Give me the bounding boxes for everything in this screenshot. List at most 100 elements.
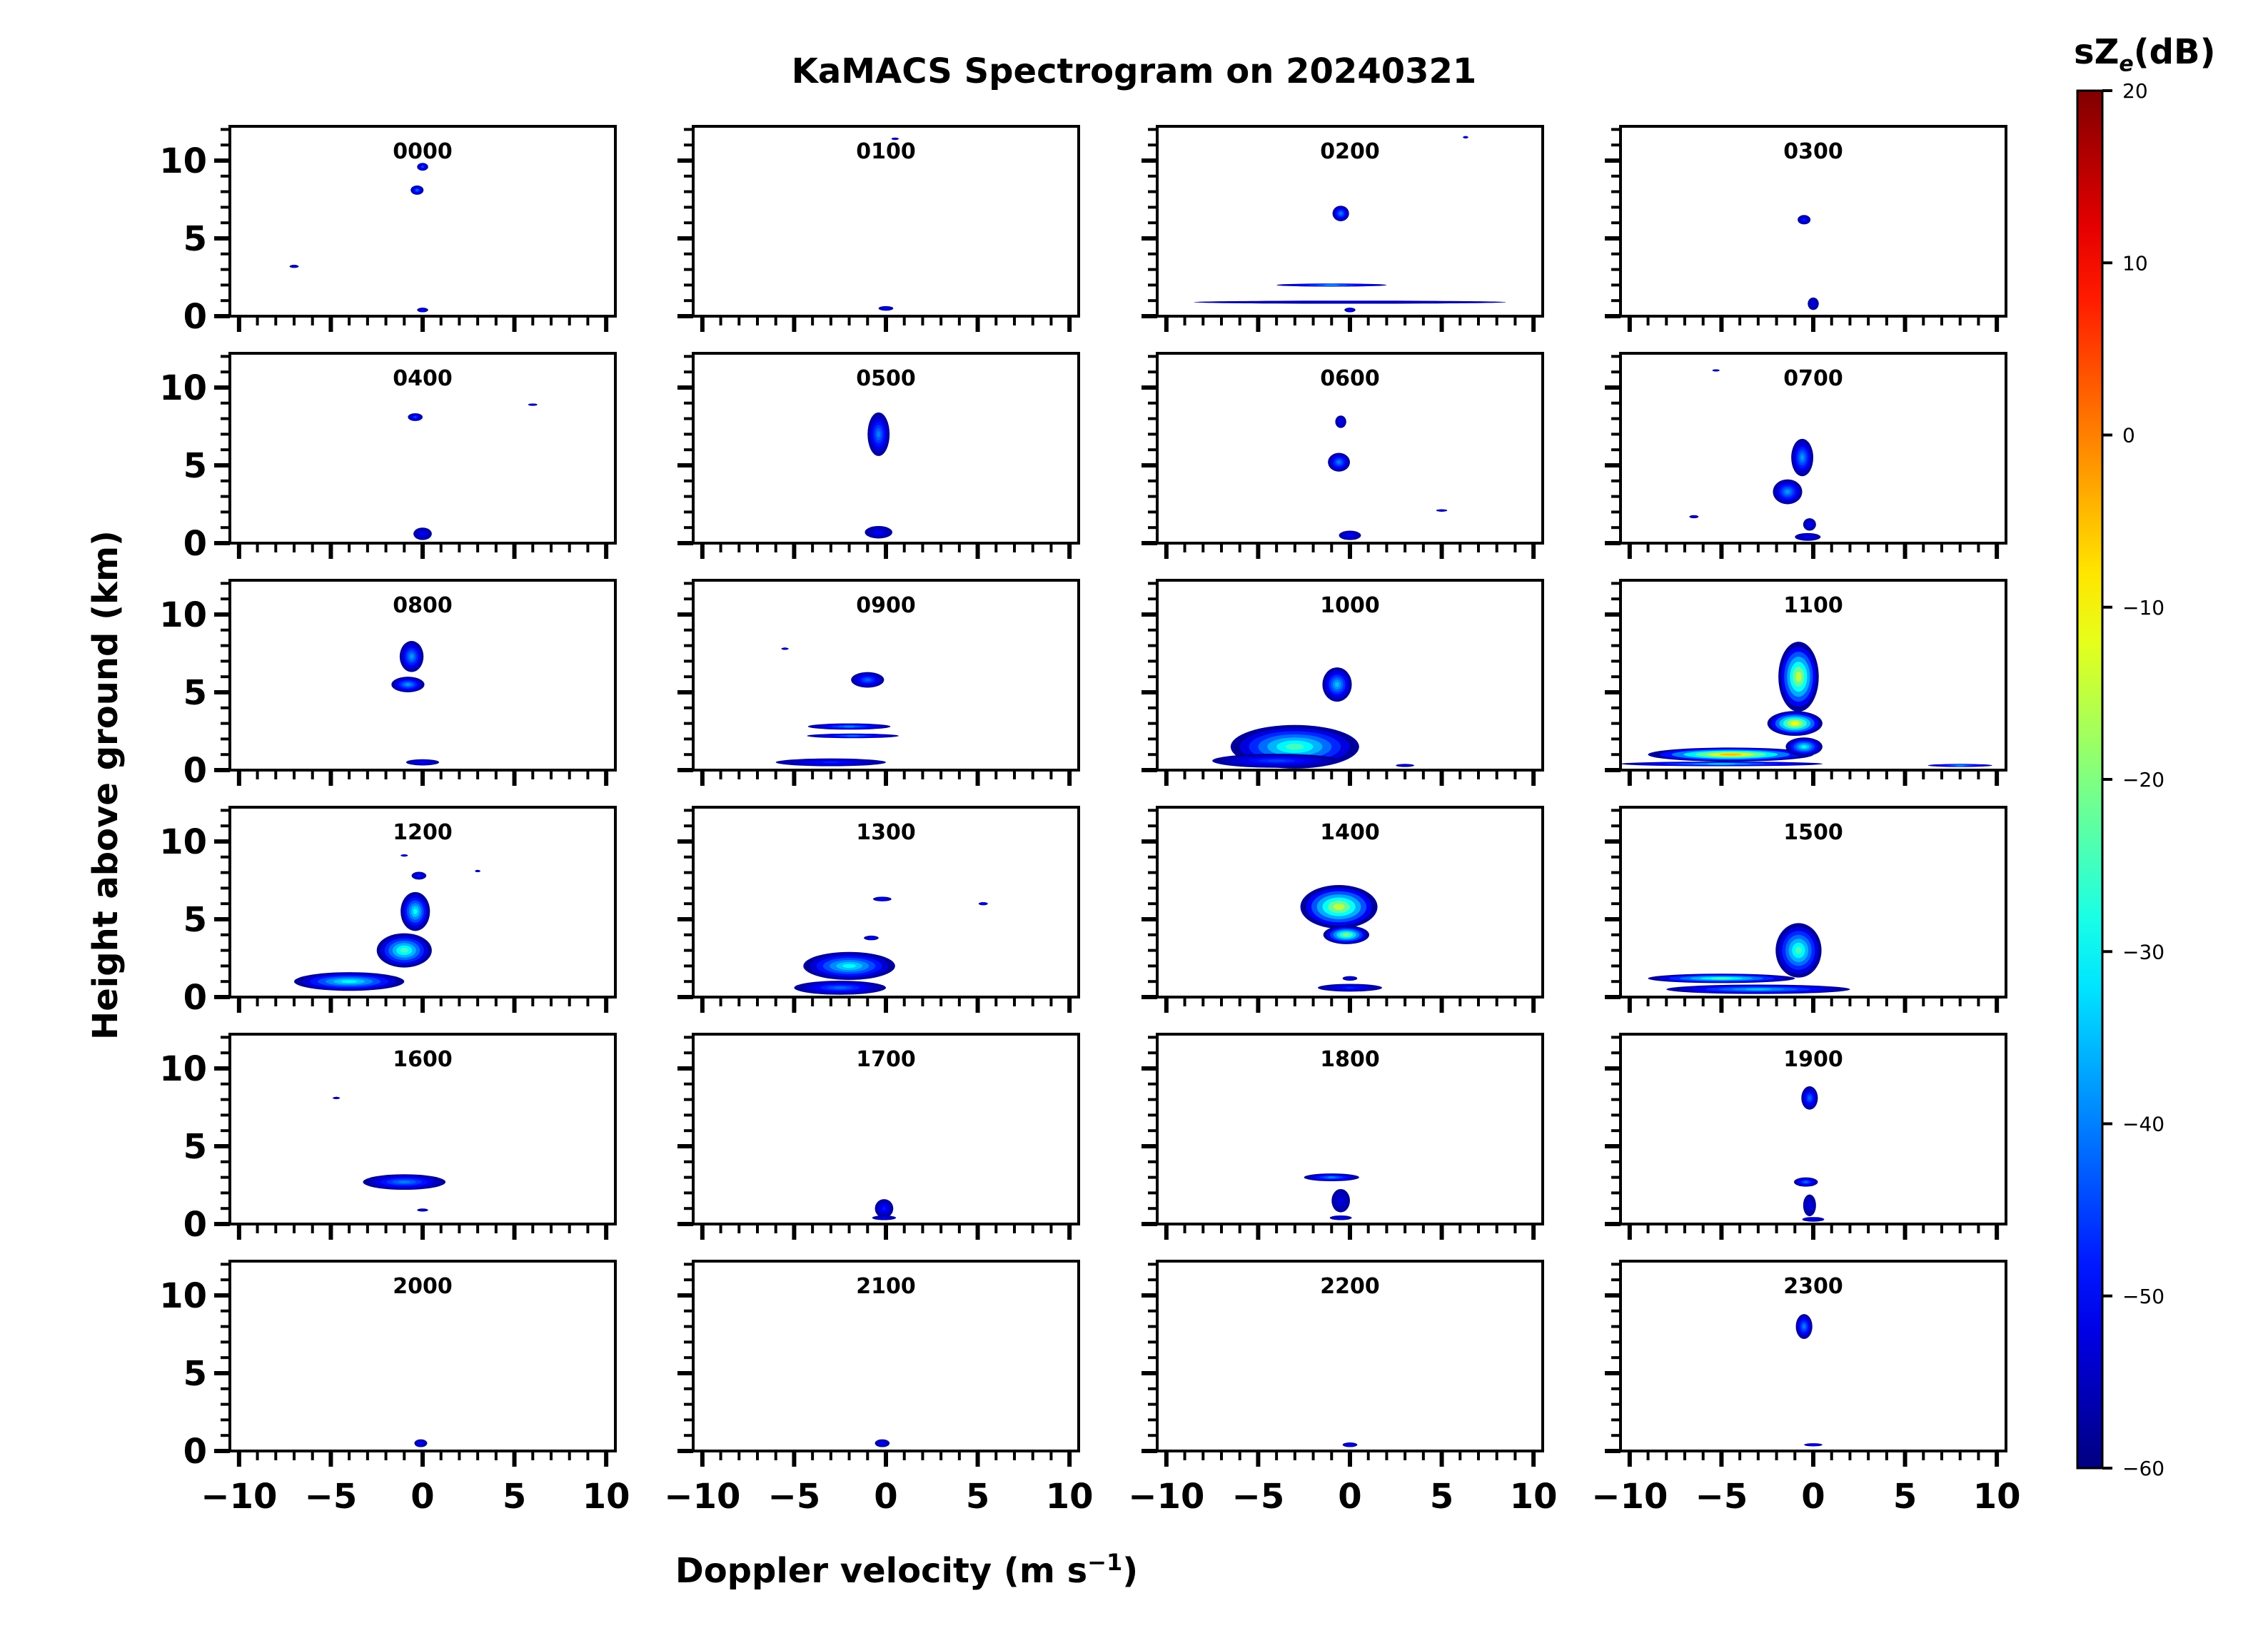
spectrum-blob (421, 166, 424, 168)
spectrum-blob (784, 647, 787, 650)
panel-label: 0100 (856, 139, 916, 164)
spectrum-blob (1795, 672, 1802, 682)
spectrum-blob (1324, 283, 1340, 286)
y-tick-label: 5 (183, 446, 207, 486)
spectrum-blob (1710, 977, 1733, 980)
x-tick-label: 0 (1801, 1477, 1825, 1517)
x-tick-label: −10 (664, 1477, 740, 1517)
spectrum-blob (877, 431, 880, 438)
spectrum-blob (398, 1180, 410, 1183)
x-tick-label: 0 (1338, 1477, 1361, 1517)
colorbar-tick-label: 10 (2122, 251, 2148, 275)
panel-label: 1000 (1320, 593, 1380, 618)
y-tick-label: 0 (183, 978, 207, 1018)
x-tick-label: 10 (1510, 1477, 1558, 1517)
x-axis-label-tail: ) (1122, 1551, 1139, 1591)
spectrum-blob (1335, 682, 1339, 687)
x-tick-label: 10 (583, 1477, 630, 1517)
spectrum-blob (882, 1207, 886, 1210)
x-tick-label: 5 (503, 1477, 526, 1517)
x-tick-label: 5 (1430, 1477, 1453, 1517)
spectrum-blob (1333, 904, 1345, 910)
colorbar-title: sZe(dB) (2074, 32, 2216, 77)
spectrum-blob (410, 654, 413, 659)
spectrum-blob (1955, 764, 1965, 767)
spectrum-blob (1327, 1176, 1336, 1179)
spectrum-blob (833, 986, 847, 989)
spectrum-blob (1800, 455, 1804, 460)
y-tick-label: 5 (183, 1127, 207, 1167)
panel-label: 0200 (1320, 139, 1380, 164)
y-tick-label: 10 (159, 1276, 207, 1316)
spectrum-blob (881, 1442, 884, 1445)
spectrum-blob (876, 531, 881, 534)
spectrum-blob (1286, 743, 1304, 750)
spectrum-blob (1785, 490, 1790, 494)
panel-label: 2100 (856, 1274, 916, 1299)
spectrum-blob (413, 909, 418, 914)
colorbar-tick-label: −60 (2122, 1457, 2164, 1480)
panel-label: 1800 (1320, 1047, 1380, 1072)
y-tick-label: 10 (159, 368, 207, 408)
colorbar-tick-label: 0 (2122, 424, 2135, 448)
colorbar-title-sub: e (2119, 51, 2134, 77)
panel-label: 1700 (856, 1047, 916, 1072)
y-tick-label: 0 (183, 524, 207, 564)
spectrum-blob (1790, 722, 1799, 726)
spectrum-blob (822, 761, 839, 764)
y-tick-label: 10 (159, 141, 207, 181)
x-tick-label: −10 (201, 1477, 277, 1517)
colorbar-tick-label: −30 (2122, 940, 2164, 964)
x-tick-label: −10 (1591, 1477, 1668, 1517)
x-tick-label: 10 (1973, 1477, 2021, 1517)
spectrum-blob (846, 734, 860, 737)
spectrum-blob (1339, 1198, 1342, 1203)
panel-label: 1900 (1783, 1047, 1843, 1072)
spectrum-blob (881, 898, 884, 901)
spectrum-blob (1339, 212, 1342, 215)
spectrum-blob (1804, 1180, 1808, 1183)
x-axis-label-sup: −1 (1087, 1549, 1123, 1576)
spectrum-blob (1349, 1443, 1351, 1446)
spectrum-blob (1339, 1216, 1343, 1219)
spectrum-blob (1812, 1443, 1815, 1446)
y-tick-label: 0 (183, 297, 207, 337)
spectrum-blob (1349, 977, 1351, 980)
spectrum-blob (882, 1216, 886, 1219)
spectrum-blob (420, 761, 425, 764)
y-tick-label: 10 (159, 595, 207, 635)
spectrum-blob (400, 948, 408, 954)
spectrum-blob (1805, 535, 1810, 538)
spectrum-blob (531, 403, 534, 406)
panel-label: 1500 (1783, 820, 1843, 845)
panel-label: 0700 (1783, 366, 1843, 391)
spectrum-blob (1441, 509, 1443, 512)
x-axis-label: Doppler velocity (m s−1) (0, 1549, 1813, 1591)
x-tick-label: −5 (768, 1477, 821, 1517)
spectrum-blob (1811, 1218, 1815, 1220)
panel-label: 2300 (1783, 1274, 1843, 1299)
spectrum-blob (419, 1442, 422, 1445)
spectrum-blob (1464, 136, 1467, 138)
y-tick-label: 5 (183, 900, 207, 940)
x-axis-label-main: Doppler velocity (m s (675, 1551, 1088, 1591)
y-tick-label: 5 (183, 219, 207, 259)
spectrum-blob (1745, 988, 1772, 991)
spectrum-blob (1812, 303, 1815, 305)
chart-title: KaMACS Spectrogram on 20240321 (791, 51, 1477, 91)
panel-label: 0000 (393, 139, 453, 164)
spectrum-blob (1403, 764, 1406, 767)
panel-label: 0400 (393, 366, 453, 391)
spectrum-blob (1267, 759, 1286, 762)
colorbar-tick-label: −40 (2122, 1113, 2164, 1136)
panel-label: 1600 (393, 1047, 453, 1072)
spectrum-blob (894, 137, 897, 140)
x-tick-label: −5 (1695, 1477, 1748, 1517)
x-tick-label: 5 (966, 1477, 989, 1517)
colorbar-title-tail: (dB) (2133, 32, 2216, 72)
panel-label: 1300 (856, 820, 916, 845)
spectrum-blob (341, 980, 358, 984)
x-tick-label: 0 (410, 1477, 434, 1517)
spectrum-blob (1795, 946, 1803, 955)
